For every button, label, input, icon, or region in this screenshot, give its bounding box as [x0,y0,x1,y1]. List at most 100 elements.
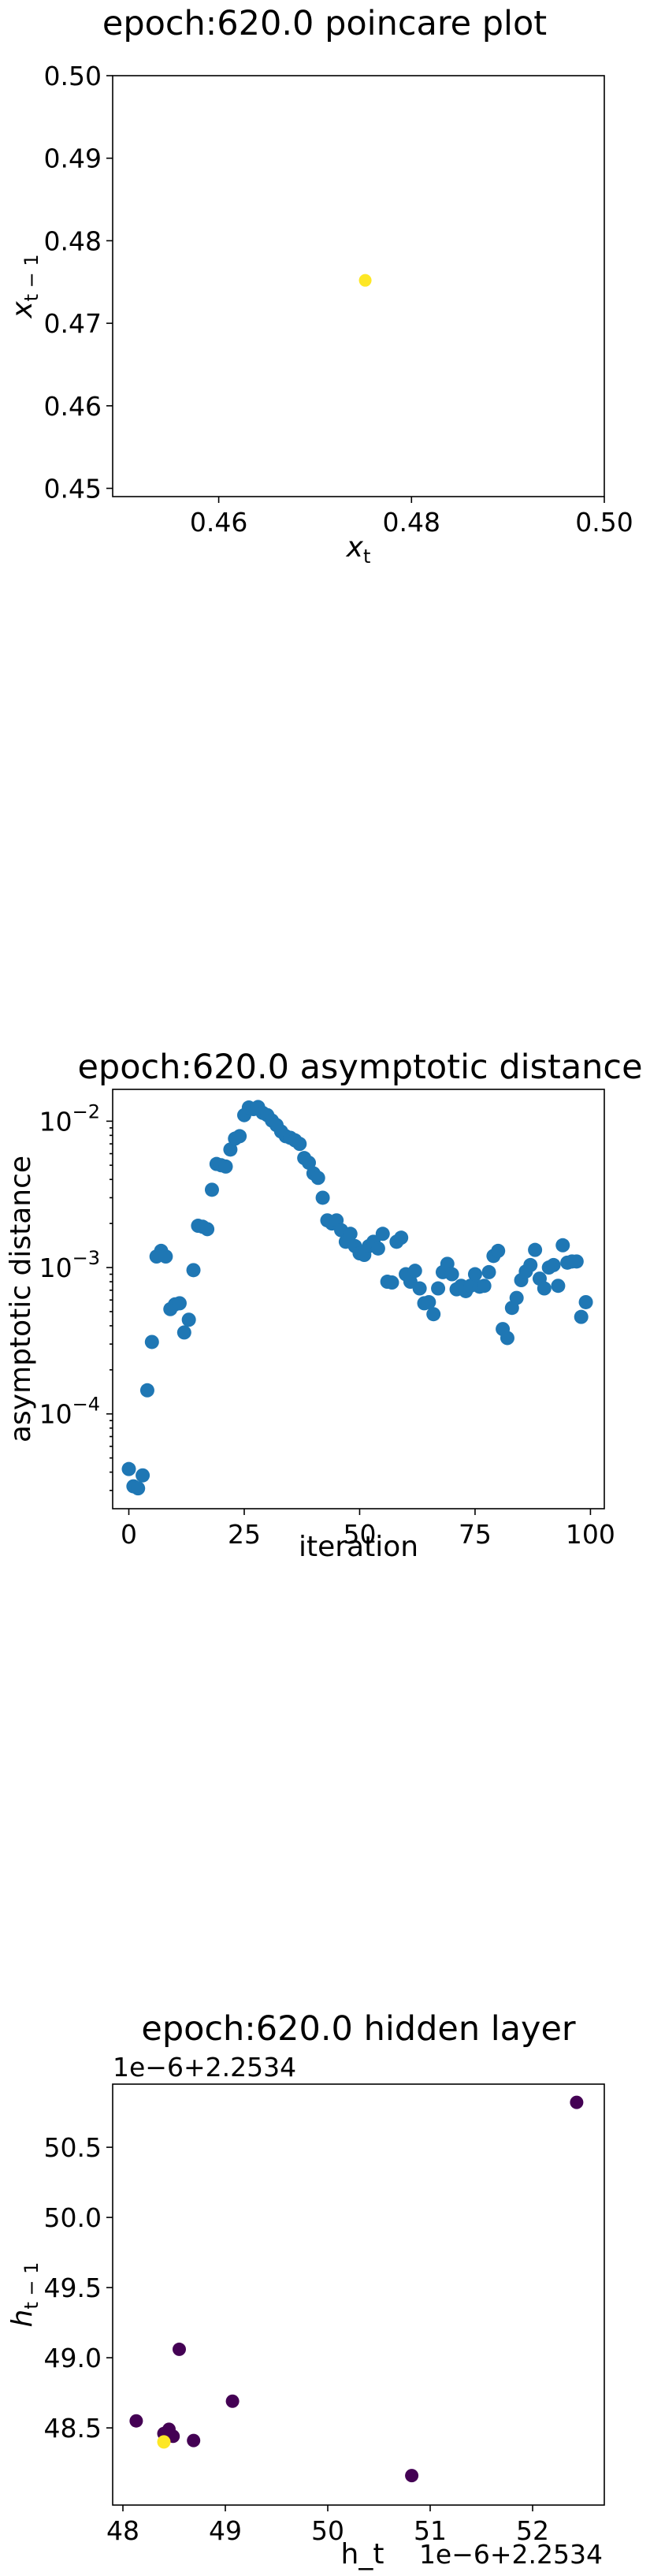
data-point [181,1312,196,1327]
data-point [426,1307,441,1322]
data-point [343,1227,358,1241]
data-point [131,1481,146,1496]
data-point [358,274,372,287]
data-point [186,1263,201,1278]
y-tick-label: 0.48 [44,225,102,256]
y-axis: 10−4 10−3 10−2 [39,1100,113,1491]
x-tick-label: 49 [209,2515,242,2546]
x-tick-label: 0.48 [383,507,440,538]
x-tick-label: 50 [311,2515,344,2546]
x-tick-label: 75 [459,1519,492,1550]
data-point [136,1468,150,1483]
data-point [500,1331,514,1346]
data-point [569,1254,584,1269]
data-point [172,1296,187,1311]
data-point [121,1461,136,1476]
data-point [204,1182,219,1197]
y-axis: 0.45 0.46 0.47 0.48 0.49 0.50 [44,61,113,504]
y-tick-label: 10−2 [39,1100,100,1137]
data-point [129,2414,143,2428]
y-axis-label: ht − 1 [6,2262,43,2328]
data-points [129,2095,584,2483]
data-point [537,1281,552,1296]
chart-title: epoch:620.0 hidden layer [141,2009,576,2049]
data-point [405,2469,419,2483]
x-tick-label: 0.46 [190,507,247,538]
hidden-layer-chart: epoch:620.0 hidden layer 1e−6+2.2534 48 4… [6,2009,605,2570]
data-point [139,1383,154,1398]
data-point [158,1249,173,1264]
x-axis-label: h_t [341,2538,384,2570]
x-tick-label: 0.50 [575,507,633,538]
data-point [570,2095,584,2109]
x-axis-offset-text: 1e−6+2.2534 [419,2539,603,2570]
data-point [218,1159,233,1174]
data-point [491,1243,506,1258]
x-axis: 48 49 50 51 52 [106,2505,549,2546]
x-tick-label: 51 [414,2515,447,2546]
x-axis: 0 25 50 75 100 [121,1509,615,1550]
data-point [384,1275,399,1290]
data-point [232,1129,247,1144]
data-point [302,1156,317,1171]
y-tick-label: 49.5 [44,2273,102,2303]
data-points [358,274,372,287]
data-point [467,1267,482,1282]
y-tick-label: 49.0 [44,2343,102,2373]
y-tick-label: 10−3 [39,1247,100,1283]
chart-title: epoch:620.0 poincare plot [102,4,547,43]
x-tick-label: 100 [566,1519,615,1550]
data-point [477,1279,492,1294]
data-point [431,1281,446,1296]
data-point [292,1137,307,1152]
x-tick-label: 25 [228,1519,261,1550]
data-point [370,1241,385,1256]
data-point [422,1294,436,1309]
data-point [412,1281,427,1296]
data-point [173,2342,186,2356]
x-tick-label: 0 [121,1519,137,1550]
plot-area [112,1089,605,1509]
y-tick-label: 0.50 [44,61,102,91]
y-tick-label: 50.5 [44,2132,102,2163]
data-point [523,1257,538,1272]
x-axis-label: iteration [299,1531,418,1563]
data-point [310,1171,325,1186]
data-point [481,1264,496,1279]
data-point [444,1267,459,1282]
data-point [407,1264,422,1279]
data-point [375,1227,390,1241]
data-point [509,1290,524,1305]
data-point [157,2435,171,2449]
data-point [394,1230,409,1245]
data-point [225,2394,240,2408]
x-axis-label: xt [346,531,371,568]
y-tick-label: 0.49 [44,143,102,174]
y-axis-offset-text: 1e−6+2.2534 [113,2052,296,2083]
plot-area [112,75,605,497]
y-tick-label: 50.0 [44,2202,102,2233]
data-point [551,1279,566,1294]
y-axis-label: xt − 1 [6,254,43,318]
x-axis: 0.46 0.48 0.50 [190,497,633,538]
plot-area [112,2083,605,2506]
x-tick-label: 50 [343,1519,376,1550]
data-point [528,1242,543,1257]
y-axis-label: asymptotic distance [5,1156,37,1442]
y-axis: 48.5 49.0 49.5 50.0 50.5 [44,2132,113,2444]
data-points [121,1100,593,1496]
data-point [574,1309,589,1324]
y-tick-label: 48.5 [44,2413,102,2444]
y-tick-label: 10−4 [39,1394,100,1430]
chart-title: epoch:620.0 asymptotic distance [77,1048,642,1087]
data-point [546,1257,561,1272]
y-tick-label: 0.46 [44,391,102,422]
data-point [187,2433,201,2448]
data-point [578,1294,593,1309]
y-tick-label: 0.45 [44,474,102,504]
x-tick-label: 48 [106,2515,139,2546]
y-tick-label: 0.47 [44,308,102,339]
data-point [200,1222,215,1237]
data-point [555,1238,570,1253]
data-point [176,1325,191,1340]
